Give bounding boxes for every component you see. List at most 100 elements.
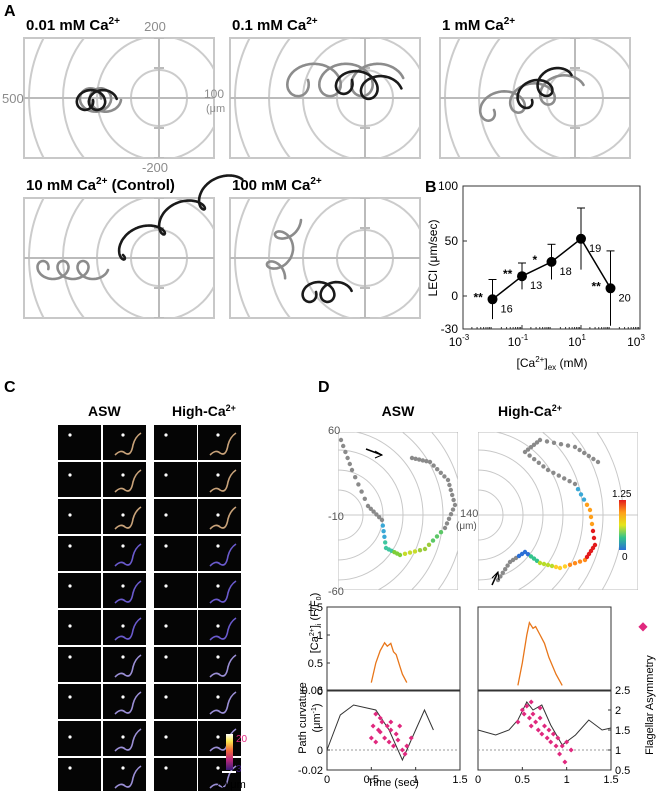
flagellum-trace <box>209 691 237 715</box>
calcium-trace <box>370 641 408 683</box>
calcium-dot-asw <box>413 456 418 461</box>
cell-dot <box>216 473 220 477</box>
panel-letter-b: B <box>425 179 437 196</box>
curvature-trace <box>477 701 612 746</box>
cell-dot <box>121 544 125 548</box>
colorbar-d <box>619 500 626 550</box>
y-tick-label: 50 <box>445 234 459 248</box>
asymmetry-point <box>515 719 521 725</box>
significance-label: ** <box>592 279 602 293</box>
calcium-dot-high-ca <box>549 563 555 569</box>
track-gray <box>265 218 303 280</box>
calcium-dot-high-ca <box>505 563 510 568</box>
calcium-dot-asw <box>371 509 376 514</box>
asymmetry-point <box>373 739 379 745</box>
calcium-dot-asw <box>452 502 458 508</box>
y-tick-label: 1 <box>317 630 323 642</box>
calcium-dot-asw <box>431 463 436 468</box>
calcium-dot-asw <box>409 455 415 461</box>
calcium-dot-asw <box>450 507 456 512</box>
asymmetry-point <box>399 747 405 753</box>
polar-grid <box>230 198 420 318</box>
asymmetry-point <box>550 731 556 737</box>
calcium-dot-high-ca <box>584 502 590 507</box>
calcium-dot-high-ca <box>572 444 578 450</box>
calcium-dot-asw <box>417 457 422 462</box>
calcium-dot-asw <box>438 470 443 475</box>
image-frame <box>154 425 197 460</box>
y-tick-label: 100 <box>438 179 458 193</box>
cell-dot <box>164 544 168 548</box>
flagellum-trace <box>209 469 237 493</box>
image-frame <box>198 721 241 756</box>
calcium-dot-asw <box>447 482 452 488</box>
calcium-dot-asw <box>381 529 386 534</box>
polar-grid <box>24 38 214 158</box>
cell-dot <box>164 655 168 659</box>
calcium-dot-high-ca <box>575 487 581 492</box>
image-frame <box>154 721 197 756</box>
n-label: 13 <box>530 280 542 292</box>
calcium-dot-high-ca <box>556 473 561 478</box>
calcium-dot-asw <box>442 525 448 531</box>
calcium-dot-high-ca <box>587 507 593 513</box>
flagellum-trace <box>114 728 142 752</box>
cell-dot <box>164 624 168 628</box>
flagellum-trace <box>114 543 142 567</box>
x-tick-label: 1 <box>564 774 570 786</box>
panel-c-image-grid: ASW High-Ca2+ 20 3 20 μm <box>58 403 248 791</box>
calcium-dot-high-ca <box>572 561 578 566</box>
d-time-xlabel: Time (sec) <box>367 777 419 789</box>
d-col-label-asw: ASW <box>382 403 415 419</box>
calcium-dot-asw <box>445 477 451 483</box>
direction-arrow <box>491 571 499 586</box>
image-frame <box>154 647 197 682</box>
track-title-100mm: 100 mM Ca2+ <box>232 176 322 194</box>
colorbar-d-max: 1.25 <box>612 489 632 500</box>
significance-label: ** <box>474 290 484 304</box>
cell-dot <box>121 695 125 699</box>
cell-dot <box>216 655 220 659</box>
cell-dot <box>164 433 168 437</box>
calcium-dot-high-ca <box>562 476 567 481</box>
calcium-dot-high-ca <box>551 470 556 475</box>
d-col-label-high-ca: High-Ca2+ <box>498 403 562 419</box>
y2-tick-label: 2 <box>615 705 621 717</box>
cell-dot <box>68 766 72 770</box>
cell-dot <box>164 473 168 477</box>
calcium-dot-high-ca <box>541 464 546 469</box>
calcium-plot-frame <box>326 606 461 692</box>
cell-dot <box>164 695 168 699</box>
calcium-dot-high-ca <box>567 479 572 484</box>
asymmetry-point <box>386 739 392 745</box>
calcium-dot-asw <box>424 459 429 464</box>
calcium-dot-high-ca <box>591 456 596 462</box>
calcium-dot-high-ca <box>525 447 531 452</box>
asymmetry-point <box>557 751 563 757</box>
image-frame <box>58 758 101 791</box>
calcium-dot-asw <box>402 551 408 556</box>
y-tick-label: 0 <box>451 289 458 303</box>
asymmetry-point <box>539 731 545 737</box>
asymmetry-point <box>548 739 554 745</box>
significance-label: ** <box>503 267 513 281</box>
cell-dot <box>216 766 220 770</box>
d-axis-top: 60 <box>328 425 340 437</box>
calcium-dot-high-ca <box>553 564 559 570</box>
cell-dot <box>216 624 220 628</box>
calcium-dot-asw <box>435 467 440 472</box>
image-frame <box>154 684 197 719</box>
calcium-dot-high-ca <box>581 497 587 502</box>
n-label: 20 <box>619 292 631 304</box>
cell-dot <box>121 473 125 477</box>
calcium-dot-asw <box>450 492 455 498</box>
cell-dot <box>164 513 168 517</box>
calcium-dot-asw <box>338 437 344 443</box>
image-frame <box>198 573 241 608</box>
axis-label-unit: (μm <box>206 103 225 115</box>
flagellum-trace <box>209 617 237 641</box>
image-frame <box>198 647 241 682</box>
polar-grid <box>440 38 630 158</box>
calcium-dot-asw <box>374 512 379 517</box>
d-asymmetry-ylabel: Flagellar Asymmetry <box>644 655 656 755</box>
